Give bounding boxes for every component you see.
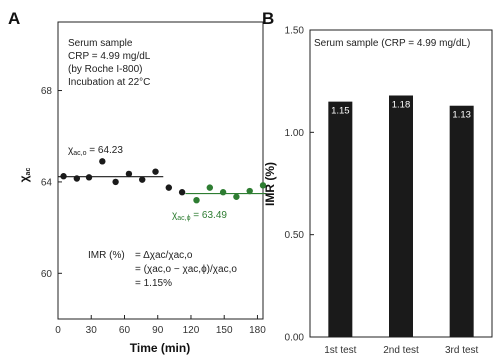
annotation-line-4: Incubation at 22°C [68, 77, 150, 88]
y-tick-label: 0.50 [285, 230, 305, 241]
x-tick-label: 150 [216, 325, 233, 336]
bar-value-label: 1.15 [331, 106, 350, 117]
data-point [125, 170, 133, 178]
data-point [259, 182, 267, 189]
data-point [112, 178, 119, 186]
panel-b-ticks: 0.00 0.50 1.00 1.50 [285, 26, 314, 344]
data-point [165, 184, 173, 191]
annotation-line-3: (by Roche I-800) [68, 64, 142, 75]
data-point [233, 193, 240, 200]
panel-b-title: Serum sample (CRP = 4.99 mg/dL) [314, 38, 470, 49]
data-point [85, 174, 93, 181]
x-tick-label: 0 [55, 325, 61, 336]
data-point [73, 175, 81, 182]
panel-letter-a: A [8, 9, 20, 28]
data-point [139, 176, 146, 183]
imr-formula-line-2: = (χac,o − χac,ϕ)/χac,o [135, 264, 237, 275]
panel-a-x-axis-title: Time (min) [130, 341, 190, 355]
bar-value-label: 1.13 [452, 110, 471, 121]
annotation-line-2: CRP = 4.99 mg/dL [68, 51, 151, 62]
x-tick-label: 60 [119, 325, 131, 336]
imr-formula-line-3: = 1.15% [135, 278, 172, 289]
data-point [206, 184, 214, 191]
y-tick-label: 64 [41, 177, 53, 188]
bar [328, 101, 353, 337]
data-point [152, 168, 159, 175]
bar [449, 105, 474, 337]
x-category-label: 2nd test [383, 345, 419, 356]
panel-a-points [60, 158, 267, 204]
x-category-label: 1st test [324, 345, 356, 356]
panel-b-bars: 1.15 1st test 1.18 2nd test 1.13 3rd test [324, 95, 479, 356]
x-tick-label: 120 [183, 325, 200, 336]
data-point [219, 189, 227, 196]
data-point [99, 158, 106, 165]
y-tick-label: 1.00 [285, 128, 305, 139]
data-point [193, 197, 200, 204]
x-tick-label: 30 [86, 325, 98, 336]
imr-formula-line-1: = Δχac/χac,o [135, 250, 193, 261]
panel-a-ticks: 0 30 60 90 120 150 180 60 64 68 [41, 86, 266, 336]
x-category-label: 3rd test [445, 345, 479, 356]
chi-o-label: χac,o = 64.23 [68, 145, 123, 157]
x-tick-label: 90 [152, 325, 164, 336]
panel-a-chart: A 0 30 60 90 120 150 180 60 64 68 Serum sample CR… [8, 9, 267, 355]
y-tick-label: 68 [41, 86, 53, 97]
panel-a-y-axis-title: χac [17, 168, 32, 183]
imr-formula-prefix: IMR (%) [88, 250, 125, 261]
bar-value-label: 1.18 [392, 99, 411, 110]
chi-phi-label: χac,ϕ = 63.49 [172, 210, 227, 222]
panel-letter-b: B [262, 9, 274, 28]
data-point [178, 189, 186, 196]
panel-a-annotation: Serum sample CRP = 4.99 mg/dL (by Roche … [68, 38, 151, 88]
imr-formula: IMR (%) = Δχac/χac,o = (χac,o − χac,ϕ)/χ… [88, 250, 237, 289]
y-tick-label: 0.00 [285, 333, 305, 344]
panel-a-frame [57, 21, 264, 320]
data-point [60, 173, 67, 180]
panel-b-chart: B Serum sample (CRP = 4.99 mg/dL) 0.000.… [262, 9, 493, 356]
x-tick-label: 180 [249, 325, 266, 336]
y-tick-label: 1.50 [285, 26, 305, 37]
y-tick-label: 60 [41, 269, 53, 280]
panel-b-y-axis-title: IMR (%) [263, 162, 277, 206]
data-point [246, 187, 253, 195]
bar [389, 95, 413, 337]
annotation-line-1: Serum sample [68, 38, 133, 49]
